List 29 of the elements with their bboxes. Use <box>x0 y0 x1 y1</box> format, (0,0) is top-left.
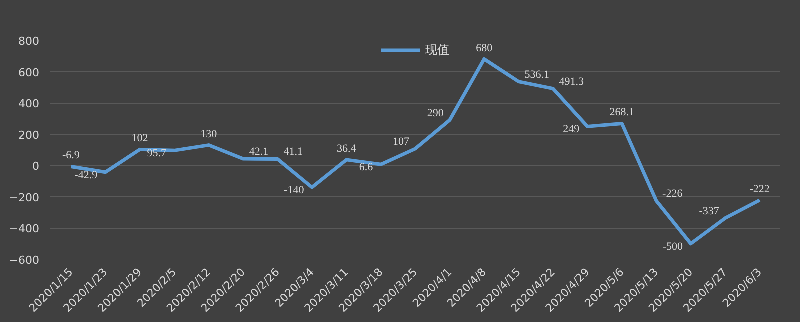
data-label: 36.4 <box>337 142 357 155</box>
data-label: -226 <box>662 188 684 200</box>
data-label: 41.1 <box>284 146 304 158</box>
data-label: 249 <box>563 124 580 136</box>
data-label: -222 <box>750 183 770 196</box>
legend-label: 现值 <box>426 42 450 58</box>
data-label: -6.9 <box>62 150 80 162</box>
y-tick-label: 800 <box>18 35 40 48</box>
data-label: 268.1 <box>610 106 634 119</box>
y-tick-label: −400 <box>9 222 40 236</box>
data-label: 491.3 <box>559 76 584 88</box>
data-label: -337 <box>699 205 720 218</box>
data-label: 680 <box>476 42 494 54</box>
data-label: 102 <box>132 132 148 145</box>
data-label: 536.1 <box>524 68 550 81</box>
data-label: 130 <box>200 128 218 140</box>
data-label: 107 <box>393 136 410 148</box>
y-tick-label: 400 <box>18 98 40 111</box>
data-label: 290 <box>427 107 444 120</box>
y-tick-label: −200 <box>9 191 40 204</box>
data-label: 42.1 <box>249 146 269 158</box>
data-label: -500 <box>662 240 684 253</box>
data-label: -42.9 <box>74 169 98 182</box>
y-tick-label: 200 <box>18 128 40 142</box>
data-label: -140 <box>284 184 305 197</box>
data-label: 6.6 <box>359 162 374 174</box>
y-tick-label: −600 <box>9 254 40 267</box>
y-tick-label: 600 <box>18 66 40 80</box>
y-tick-label: 0 <box>32 160 40 174</box>
